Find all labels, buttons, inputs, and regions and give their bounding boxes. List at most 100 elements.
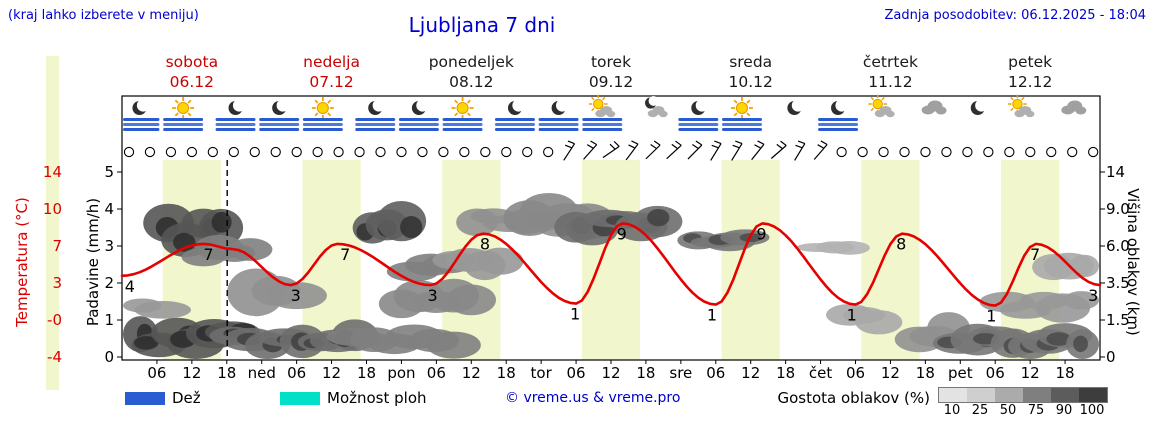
day-header-sreda: sreda 10.12 [729, 52, 773, 92]
moon-weather-icon [538, 99, 579, 131]
rain-period-bar [442, 123, 483, 126]
day-date: 09.12 [588, 73, 634, 91]
temperature-tick-label: -0 [47, 311, 62, 329]
copyright-link[interactable]: © vreme.us & vreme.pro [505, 390, 681, 406]
moon-weather-icon [355, 99, 396, 131]
moon-weather-icon [494, 99, 535, 131]
calm-wind-circle [228, 146, 239, 158]
density-step-label: 75 [1027, 403, 1045, 418]
precipitation-tick-label: 4 [104, 200, 114, 218]
density-step-swatch [939, 388, 967, 402]
wind-barb [563, 140, 576, 161]
rain-period-bar [302, 123, 343, 126]
cloud-density-label: Gostota oblakov (%) [777, 389, 930, 407]
day-date: 08.12 [449, 73, 494, 91]
wind-barb [645, 140, 661, 160]
x-tick-label: 12 [881, 364, 900, 382]
rain-period-bar [538, 123, 579, 126]
temperature-tick-label: 7 [52, 237, 62, 255]
rain-period-bar [302, 128, 343, 131]
daylight-band [721, 160, 780, 360]
moon-weather-icon [818, 99, 859, 131]
rain-period-bar [818, 128, 859, 131]
calm-wind-circle [836, 146, 847, 158]
calm-wind-circle [941, 146, 952, 158]
precipitation-tick-label: 1 [104, 311, 114, 329]
calm-wind-circle [396, 146, 407, 158]
cloud-height-tick-label: 14 [1106, 163, 1125, 181]
x-tick-label: 12 [1021, 364, 1040, 382]
rain-period-bar [582, 128, 623, 131]
cloud-weather-icon [1061, 100, 1087, 115]
temperature-point-label: 8 [480, 235, 490, 254]
cloud-area [554, 205, 683, 246]
sun-weather-icon [302, 97, 343, 131]
day-header-ponedeljek: ponedeljek 08.12 [429, 52, 514, 92]
x-tick-label: 06 [706, 364, 725, 382]
rain-period-bar [259, 123, 300, 126]
calm-wind-circle [291, 146, 302, 158]
showers-legend-swatch [280, 392, 320, 405]
moon-weather-icon [787, 99, 805, 115]
density-step-label: 90 [1055, 403, 1073, 418]
moon-weather-icon [259, 99, 300, 131]
temperature-point-label: 3 [1088, 286, 1098, 305]
calm-wind-circle [144, 146, 156, 158]
density-step-swatch [967, 388, 995, 402]
calm-wind-circle [983, 146, 994, 158]
temperature-tick-label: 10 [43, 200, 62, 218]
cloud-area [378, 278, 496, 319]
cloud-area [209, 319, 378, 359]
rain-period-bar [163, 118, 204, 121]
rain-period-bar [355, 118, 396, 121]
wind-barb [731, 140, 743, 161]
wind-barb [794, 140, 806, 161]
precipitation-tick-label: 3 [104, 237, 114, 255]
density-step-label: 100 [1079, 403, 1105, 418]
calm-wind-circle [1025, 146, 1036, 158]
day-header-sobota: sobota 06.12 [166, 52, 218, 92]
calm-wind-circle [480, 146, 491, 158]
cloud-height-axis-label: Višina oblakov (km) [1124, 188, 1142, 336]
density-step-swatch [995, 388, 1023, 402]
rain-period-bar [215, 123, 256, 126]
calm-wind-circle [1004, 146, 1015, 158]
rain-period-bar [163, 123, 204, 126]
day-header-nedelja: nedelja 07.12 [303, 52, 360, 92]
cloud-area [352, 200, 427, 244]
x-tick-label: 06 [846, 364, 865, 382]
page-title: Ljubljana 7 dni [408, 13, 556, 37]
rain-period-bar [678, 123, 719, 126]
calm-wind-circle [962, 146, 973, 158]
temperature-tick-label: 3 [52, 274, 62, 292]
x-tick-label: 06 [147, 364, 166, 382]
precipitation-tick-label: 0 [104, 348, 114, 366]
left-accent-strip [46, 56, 59, 390]
rain-period-bar [818, 123, 859, 126]
last-update-text: Zadnja posodobitev: 06.12.2025 - 18:04 [884, 8, 1146, 23]
rain-period-bar [259, 118, 300, 121]
calm-wind-circle [438, 146, 449, 158]
moon-weather-icon [970, 99, 988, 115]
mooncloud-weather-icon [645, 95, 668, 118]
density-step-swatch [1023, 388, 1051, 402]
wind-barb [625, 140, 639, 161]
suncloud-weather-icon [582, 94, 623, 131]
temperature-point-label: 9 [756, 224, 766, 243]
temperature-point-label: 1 [847, 306, 857, 325]
cloud-area [979, 291, 1099, 323]
rain-period-bar [302, 118, 343, 121]
moon-weather-icon [398, 99, 439, 131]
rain-period-bar [678, 128, 719, 131]
sun-weather-icon [163, 97, 204, 131]
location-menu-hint: (kraj lahko izberete v meniju) [8, 8, 199, 23]
temperature-axis-label: Temperatura (°C) [13, 197, 31, 327]
x-tick-label: ned [248, 364, 276, 382]
day-date: 12.12 [1007, 73, 1053, 91]
calm-wind-circle [312, 146, 323, 158]
density-step-label: 25 [971, 403, 989, 418]
temperature-point-label: 7 [1030, 245, 1040, 264]
x-tick-label: pon [387, 364, 415, 382]
calm-wind-circle [165, 146, 177, 158]
